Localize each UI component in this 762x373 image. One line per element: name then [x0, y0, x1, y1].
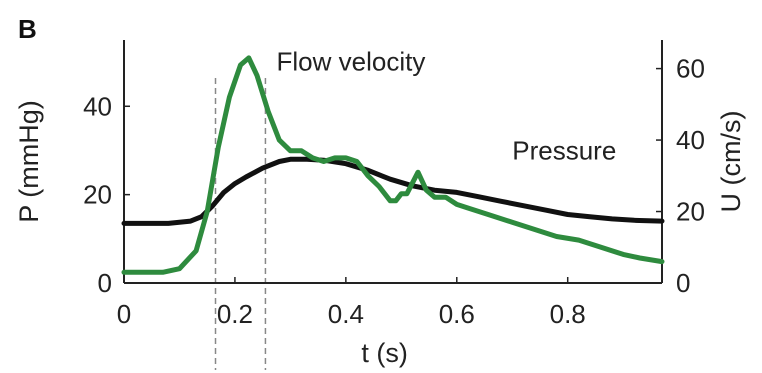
annotation-flow-velocity: Flow velocity: [277, 46, 426, 76]
x-tick-label: 0.8: [550, 299, 586, 329]
y-axis-label-right: U (cm/s): [716, 111, 746, 213]
y-left-tick-label: 40: [83, 91, 112, 121]
series-layer: [121, 55, 665, 275]
y-left-tick-label: 20: [83, 180, 112, 210]
y-right-tick-label: 20: [676, 197, 705, 227]
annotation-pressure: Pressure: [512, 135, 616, 165]
x-tick-label: 0.4: [328, 299, 364, 329]
x-tick-label: 0.6: [439, 299, 475, 329]
y-right-tick-label: 40: [676, 125, 705, 155]
y-right-tick-label: 60: [676, 54, 705, 84]
x-axis-label: t (s): [361, 338, 408, 368]
y-right-tick-label: 0: [676, 268, 690, 298]
x-tick-label: 0: [117, 299, 131, 329]
panel-label: B: [18, 14, 37, 44]
series-line-flow-velocity: [121, 55, 665, 275]
x-ticks: 0 0.2 0.4 0.6 0.8: [117, 277, 586, 329]
reference-lines: [214, 78, 267, 370]
y-left-tick-label: 0: [98, 268, 112, 298]
x-tick-label: 0.2: [217, 299, 253, 329]
y-axis-label-left: P (mmHg): [14, 100, 44, 223]
y-ticks-right: 0 20 40 60: [656, 54, 705, 298]
series-line-pressure: [121, 156, 665, 226]
y-ticks-left: 0 20 40: [83, 91, 130, 298]
